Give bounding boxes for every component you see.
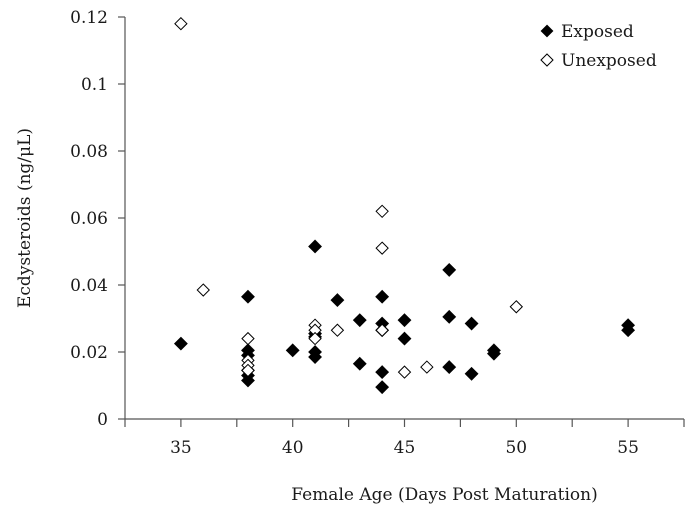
x-tick-label: 45 [394,438,416,458]
point-exposed [464,316,479,331]
point-exposed [487,346,501,361]
x-axis-title: Female Age (Days Post Maturation) [291,485,597,505]
y-tick-label: 0.06 [70,209,108,229]
y-tick-label: 0 [97,410,108,430]
point-exposed [375,365,390,380]
point-exposed [397,331,412,346]
point-exposed [442,360,457,374]
point-exposed [308,239,322,254]
point-exposed [442,263,457,277]
point-exposed [621,323,636,338]
point-unexposed [420,360,434,374]
point-exposed [375,289,390,304]
legend-label-unexposed: Unexposed [561,51,657,71]
x-tick-label: 35 [170,438,192,458]
legend-marker-exposed [540,24,554,38]
point-exposed [241,289,255,304]
point-exposed [241,373,255,388]
point-unexposed [397,365,412,379]
point-exposed [330,293,345,307]
point-unexposed [375,323,389,337]
point-unexposed [241,331,255,346]
y-tick-label: 0.1 [81,75,108,95]
x-tick-label: 55 [617,438,639,458]
legend-label-exposed: Exposed [561,22,634,42]
point-unexposed [375,241,389,255]
x-tick-label: 40 [282,438,304,458]
y-axis-ticks: 0 0.02 0.04 0.06 0.08 0.1 0.12 [70,8,125,430]
point-exposed [442,309,457,324]
y-axis-title: Ecdysteroids (ng/μL) [15,128,35,308]
point-exposed [464,366,479,381]
point-exposed [352,356,367,371]
series-unexposed [174,16,524,379]
plot-area: 0 0.02 0.04 0.06 0.08 0.1 0.12 35 40 45 50 55 [70,8,685,458]
point-unexposed [174,16,188,31]
point-unexposed [196,283,210,297]
y-tick-label: 0.08 [70,142,108,162]
point-exposed [375,380,390,395]
point-unexposed [375,204,389,219]
point-exposed [285,343,300,358]
y-tick-label: 0.02 [70,343,108,363]
y-tick-label: 0.12 [70,8,108,28]
x-tick-label: 50 [505,438,527,458]
point-exposed [308,350,322,364]
point-exposed [173,336,188,351]
data-series [173,16,636,395]
x-axis-ticks: 35 40 45 50 55 [124,419,685,458]
point-exposed [352,313,367,328]
y-tick-label: 0.04 [70,276,108,296]
point-unexposed [241,363,255,378]
legend: Exposed Unexposed [540,22,657,71]
point-unexposed [308,331,322,346]
point-exposed [397,313,412,328]
legend-marker-unexposed [540,53,554,67]
point-unexposed [330,323,345,337]
point-unexposed [509,300,524,314]
